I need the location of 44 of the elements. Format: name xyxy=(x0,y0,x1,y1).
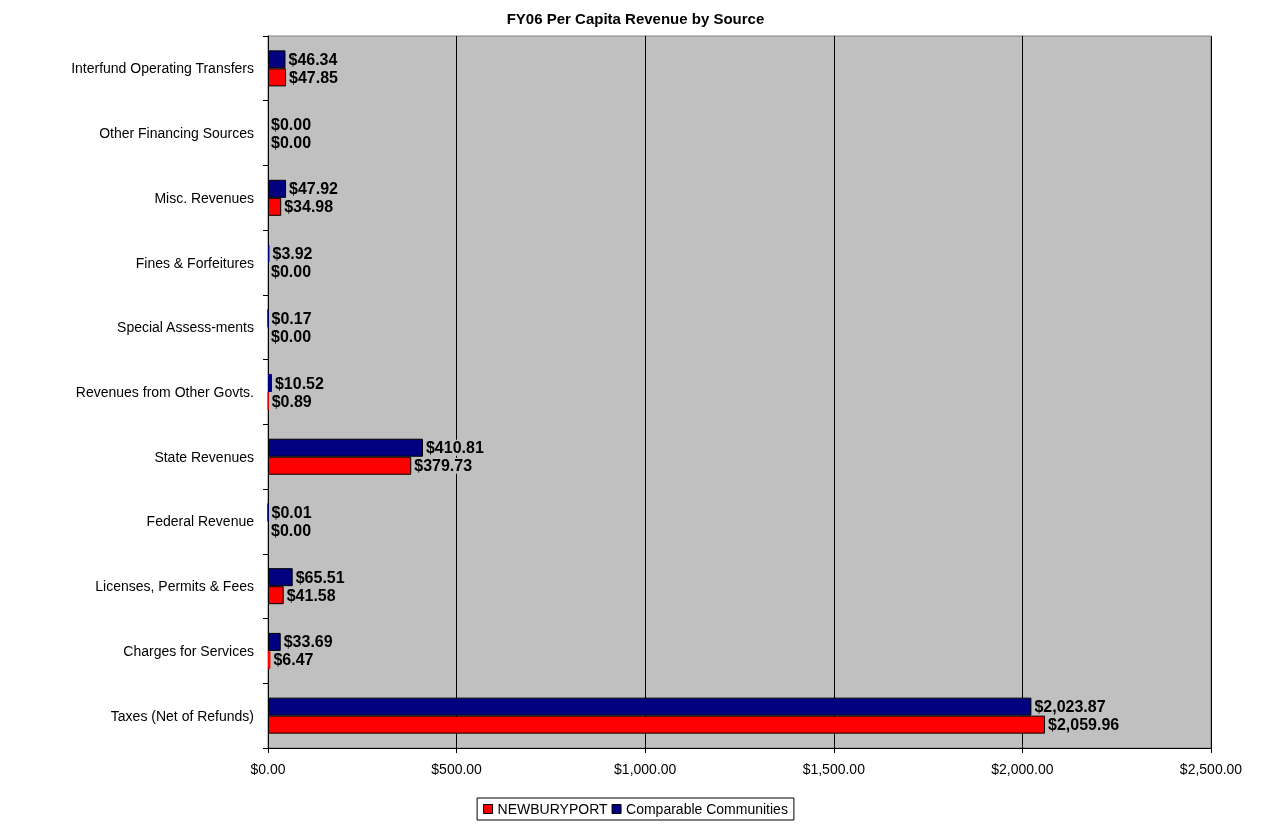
data-label: $0.17 xyxy=(271,309,312,327)
x-tick-label: $1,500.00 xyxy=(802,761,866,777)
data-label: $10.52 xyxy=(274,374,325,392)
data-label: $34.98 xyxy=(284,198,334,216)
y-tick-label: Other Financing Sources xyxy=(99,125,254,142)
y-tick-label: State Revenues xyxy=(154,448,254,465)
legend-label: Comparable Communities xyxy=(626,801,788,817)
data-label: $41.58 xyxy=(286,586,336,604)
data-label: $6.47 xyxy=(273,651,314,669)
data-label: $3.92 xyxy=(272,245,313,263)
y-tick-label: Special Assess-ments xyxy=(117,319,254,336)
legend-label: NEWBURYPORT xyxy=(497,801,608,817)
data-label: $33.69 xyxy=(283,633,333,651)
chart-title: FY06 Per Capita Revenue by Source xyxy=(506,10,765,27)
data-label: $0.01 xyxy=(271,503,312,521)
y-tick-label: Federal Revenue xyxy=(146,513,255,530)
data-label: $0.00 xyxy=(271,263,312,281)
x-tick-label: $500.00 xyxy=(431,761,483,777)
bar xyxy=(268,374,272,392)
data-label: $2,059.96 xyxy=(1048,716,1120,734)
data-label: $0.00 xyxy=(271,521,312,539)
data-label: $0.00 xyxy=(271,327,312,345)
data-label: $0.00 xyxy=(271,133,312,151)
data-label: $46.34 xyxy=(288,50,338,68)
x-tick-label: $2,000.00 xyxy=(991,761,1054,777)
data-label: $0.00 xyxy=(271,115,312,133)
data-label: $410.81 xyxy=(425,439,484,457)
y-tick-label: Interfund Operating Transfers xyxy=(71,60,254,77)
y-tick-label: Fines & Forfeitures xyxy=(135,254,254,271)
y-tick-label: Charges for Services xyxy=(123,642,254,659)
data-label: $47.85 xyxy=(289,68,339,86)
x-tick-label: $1,000.00 xyxy=(614,761,677,777)
data-label: $379.73 xyxy=(414,457,473,475)
data-label: $47.92 xyxy=(289,180,339,198)
data-label: $2,023.87 xyxy=(1034,698,1106,716)
y-tick-label: Revenues from Other Govts. xyxy=(75,384,254,400)
data-label: $65.51 xyxy=(295,568,345,586)
x-tick-label: $2,500.00 xyxy=(1179,761,1243,777)
y-tick-label: Taxes (Net of Refunds) xyxy=(110,707,254,724)
y-tick-label: Licenses, Permits & Fees xyxy=(95,578,254,595)
y-tick-label: Misc. Revenues xyxy=(154,189,254,206)
data-label: $0.89 xyxy=(271,392,312,410)
bar xyxy=(268,632,281,651)
x-tick-label: $0.00 xyxy=(250,761,286,777)
